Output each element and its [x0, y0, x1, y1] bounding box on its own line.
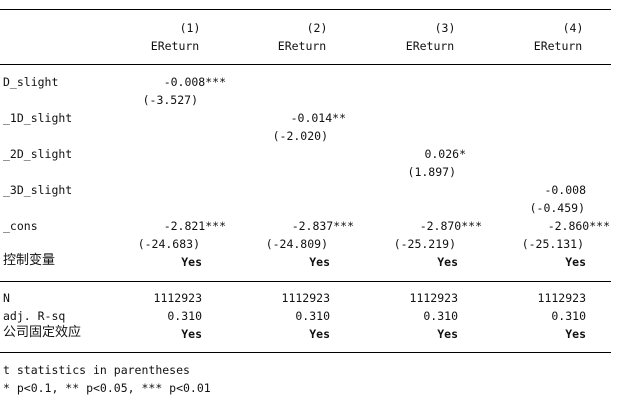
t-statistic: (-2.020) [272, 129, 328, 143]
indicator-value: Yes [309, 327, 330, 341]
coefficient: -2.860*** [547, 219, 610, 233]
column-depvar: EReturn [277, 39, 327, 53]
row-label: _2D_slight [3, 147, 73, 161]
column-number: (2) [306, 21, 328, 35]
indicator-value: Yes [565, 327, 586, 341]
stat-value: 1112923 [409, 291, 458, 305]
t-statistic: (-24.683) [137, 237, 200, 251]
t-statistic: (-25.131) [521, 237, 584, 251]
t-statistic: (-0.459) [529, 201, 585, 215]
stat-value: 0.310 [551, 309, 586, 323]
coefficient: -2.821*** [163, 219, 226, 233]
row-label: N [3, 291, 10, 305]
indicator-value: Yes [565, 255, 586, 269]
column-depvar: EReturn [533, 39, 583, 53]
row-label: adj. R-sq [3, 309, 66, 323]
coefficient: 0.026* [424, 147, 466, 161]
coefficient: -0.008*** [163, 75, 226, 89]
column-depvar: EReturn [405, 39, 455, 53]
header-rule [0, 64, 611, 65]
column-depvar: EReturn [150, 39, 200, 53]
row-label: 控制变量 [3, 253, 56, 268]
stat-value: 0.310 [295, 309, 330, 323]
stat-value: 1112923 [153, 291, 202, 305]
row-label: _cons [3, 219, 38, 233]
table-note: t statistics in parentheses [3, 363, 190, 377]
t-statistic: (-25.219) [393, 237, 456, 251]
stat-value: 1112923 [281, 291, 330, 305]
indicator-value: Yes [181, 327, 202, 341]
top-rule [0, 9, 611, 10]
coefficient: -0.014** [290, 111, 346, 125]
t-statistic: (1.897) [407, 165, 456, 179]
t-statistic: (-3.527) [142, 93, 198, 107]
stat-value: 0.310 [167, 309, 202, 323]
stat-value: 1112923 [537, 291, 586, 305]
indicator-value: Yes [181, 255, 202, 269]
column-number: (4) [562, 21, 584, 35]
row-label: _1D_slight [3, 111, 73, 125]
coefficient: -0.008 [544, 183, 586, 197]
stats-rule [0, 281, 611, 282]
indicator-value: Yes [437, 255, 458, 269]
column-number: (1) [179, 21, 201, 35]
row-label: _3D_slight [3, 183, 73, 197]
coefficient: -2.837*** [291, 219, 354, 233]
bottom-rule [0, 352, 611, 353]
t-statistic: (-24.809) [265, 237, 328, 251]
column-number: (3) [434, 21, 456, 35]
row-label: D_slight [3, 75, 59, 89]
table-note: * p<0.1, ** p<0.05, *** p<0.01 [3, 381, 211, 395]
indicator-value: Yes [309, 255, 330, 269]
indicator-value: Yes [437, 327, 458, 341]
coefficient: -2.870*** [419, 219, 482, 233]
stat-value: 0.310 [423, 309, 458, 323]
row-label: 公司固定效应 [3, 325, 82, 340]
